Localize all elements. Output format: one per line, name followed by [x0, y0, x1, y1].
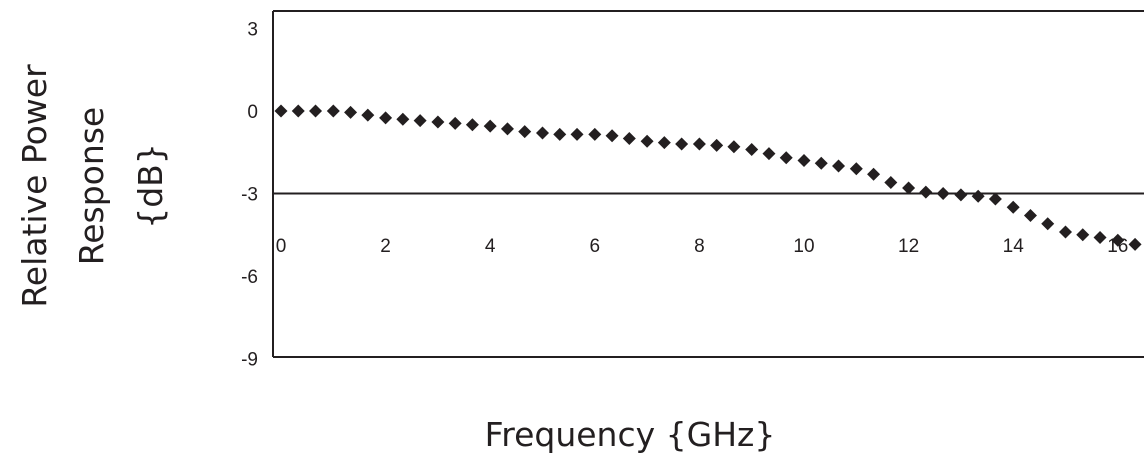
data-point [274, 104, 288, 118]
data-point [1128, 237, 1142, 251]
data-point [814, 156, 828, 170]
data-point [710, 138, 724, 152]
y-tick-label: -3 [241, 185, 258, 206]
data-point [745, 143, 759, 156]
data-point [570, 127, 584, 141]
data-point [919, 185, 933, 199]
data-point [448, 116, 462, 130]
data-point [936, 187, 950, 200]
y-tick-label: -6 [241, 267, 258, 288]
x-tick-label: 2 [380, 236, 391, 257]
data-point [884, 176, 898, 189]
data-point [1093, 231, 1107, 244]
x-tick-label: 10 [793, 236, 814, 257]
data-point [675, 137, 689, 151]
data-point [1059, 225, 1072, 239]
data-point [971, 189, 985, 203]
data-point [465, 118, 479, 132]
y-axis-title: Relative Power Response {dB} [15, 64, 170, 308]
data-point [326, 104, 340, 118]
data-point [849, 162, 863, 176]
data-point [867, 167, 881, 181]
x-tick-label: 12 [898, 236, 919, 257]
x-tick-label: 6 [590, 236, 601, 257]
data-point [518, 125, 532, 139]
data-point [988, 192, 1002, 206]
data-point [483, 119, 497, 133]
data-point [832, 159, 846, 173]
data-point [954, 188, 968, 202]
data-point [1111, 233, 1125, 247]
data-point [797, 154, 811, 167]
y-tick-label: 3 [247, 20, 258, 41]
x-tick-label: 8 [694, 236, 705, 257]
x-tick-label: 4 [485, 236, 496, 257]
data-point [605, 129, 619, 143]
data-point [779, 151, 793, 165]
data-point [588, 127, 602, 141]
data-point [553, 127, 567, 141]
data-point [640, 134, 654, 148]
data-point [1076, 228, 1090, 242]
y-axis-title-line: Response [72, 107, 111, 266]
y-tick-label: -9 [241, 350, 258, 371]
data-point [291, 104, 305, 118]
x-tick-label: 0 [276, 236, 287, 257]
data-point [1041, 217, 1055, 231]
data-point [1023, 209, 1037, 222]
x-tick-label: 14 [1003, 236, 1025, 257]
data-point [536, 126, 549, 140]
data-point [1006, 200, 1020, 214]
data-point [657, 136, 671, 150]
data-point [379, 111, 393, 125]
data-point [500, 122, 514, 136]
y-tick-label: 0 [247, 102, 258, 123]
data-point [396, 112, 410, 126]
data-series [274, 104, 1142, 251]
data-point [309, 104, 323, 118]
data-point [622, 132, 636, 145]
data-point [692, 137, 706, 151]
data-point [762, 147, 776, 161]
x-axis-ticks: 0246810121416 [276, 236, 1129, 257]
x-axis-title: Frequency {GHz} [485, 415, 776, 454]
y-axis-title-line: Relative Power [15, 64, 54, 308]
plot-area [272, 10, 1144, 358]
data-point [431, 115, 445, 129]
data-point [413, 114, 427, 128]
data-point [361, 108, 375, 122]
data-point [727, 140, 741, 154]
y-axis-title-line: {dB} [131, 143, 170, 229]
y-axis-ticks: 3 0 -3 -6 -9 [241, 20, 258, 371]
data-point [902, 181, 916, 195]
data-point [344, 105, 358, 119]
